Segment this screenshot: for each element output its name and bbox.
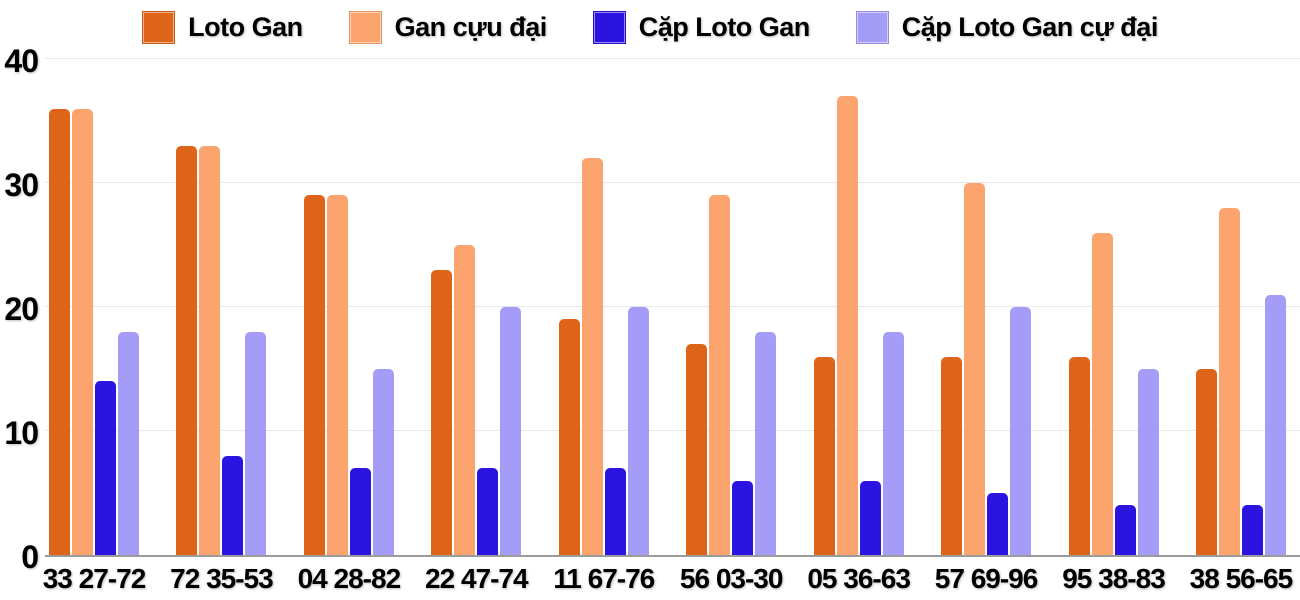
y-tick-label: 0 (21, 539, 39, 575)
bar-loto-gan[interactable] (49, 108, 70, 555)
bar-cặp-loto-gan-cự-đại[interactable] (1264, 294, 1286, 555)
bar-cặp-loto-gan[interactable] (1241, 505, 1263, 555)
bar-cặp-loto-gan-cự-đại[interactable] (882, 331, 904, 555)
bar-group: 95 38-83 (1062, 61, 1166, 593)
bar-cặp-loto-gan[interactable] (732, 480, 754, 555)
gridline (45, 430, 1300, 431)
bar-gan-cựu-đại[interactable] (581, 158, 603, 555)
x-tick-label: 11 67-76 (553, 563, 655, 594)
legend-swatch-icon (348, 10, 382, 44)
legend-swatch-icon (592, 10, 626, 44)
bar-gan-cựu-đại[interactable] (199, 145, 221, 555)
legend-label: Cặp Loto Gan (638, 11, 811, 42)
bar-cặp-loto-gan[interactable] (1114, 505, 1136, 555)
legend-label: Loto Gan (188, 11, 303, 42)
bar-cặp-loto-gan-cự-đại[interactable] (627, 307, 649, 555)
bar-cặp-loto-gan-cự-đại[interactable] (1010, 307, 1032, 555)
bar-loto-gan[interactable] (176, 145, 198, 555)
legend-label: Cặp Loto Gan cự đại (901, 11, 1159, 42)
x-tick-label: 04 28-82 (297, 563, 402, 594)
bar-group: 38 56-65 (1190, 61, 1293, 593)
x-tick-label: 57 69-96 (934, 563, 1039, 594)
plot-area: 33 27-72 72 35-53 04 28-82 22 47-74 11 67-76… (43, 58, 1300, 593)
bar-gan-cựu-đại[interactable] (836, 96, 858, 555)
legend-item-gan-cuu-dai[interactable]: Gan cựu đại (348, 10, 548, 44)
bar-loto-gan[interactable] (1068, 356, 1090, 555)
bar-cặp-loto-gan[interactable] (222, 455, 244, 555)
x-tick-label: 33 27-72 (42, 563, 147, 594)
bar-cặp-loto-gan[interactable] (349, 468, 371, 555)
x-tick-label: 22 47-74 (425, 563, 529, 594)
bar-loto-gan[interactable] (558, 319, 580, 555)
bar-gan-cựu-đại[interactable] (454, 245, 476, 555)
bar-group: 11 67-76 (553, 61, 655, 593)
bar-cặp-loto-gan-cự-đại[interactable] (755, 331, 777, 555)
bar-loto-gan[interactable] (813, 356, 835, 555)
bar-gan-cựu-đại[interactable] (709, 195, 731, 555)
bar-loto-gan[interactable] (1195, 369, 1217, 555)
x-tick-label: 05 36-63 (807, 563, 911, 594)
gridline (45, 182, 1300, 183)
x-tick-label: 56 03-30 (679, 563, 784, 594)
legend-label: Gan cựu đại (394, 11, 548, 42)
legend: Loto Gan Gan cựu đại Cặp Loto Gan Cặp Lo… (0, 6, 1300, 48)
bar-cặp-loto-gan[interactable] (859, 480, 881, 555)
bar-gan-cựu-đại[interactable] (1091, 232, 1113, 555)
bar-group: 33 27-72 (43, 61, 146, 593)
y-tick-label: 20 (4, 291, 39, 327)
bar-gan-cựu-đại[interactable] (72, 108, 93, 555)
bar-group: 22 47-74 (425, 61, 529, 593)
bar-group: 72 35-53 (170, 61, 274, 593)
legend-item-cap-loto-gan-cu-dai[interactable]: Cặp Loto Gan cự đại (855, 10, 1159, 44)
y-tick-label: 30 (4, 167, 39, 203)
legend-item-loto-gan[interactable]: Loto Gan (142, 10, 303, 44)
bar-cặp-loto-gan-cự-đại[interactable] (118, 331, 139, 555)
y-tick-label: 10 (4, 415, 39, 451)
bar-loto-gan[interactable] (941, 356, 963, 555)
y-axis: 0 10 20 30 40 (0, 45, 39, 573)
legend-item-cap-loto-gan[interactable]: Cặp Loto Gan (592, 10, 811, 44)
bar-loto-gan[interactable] (431, 269, 453, 555)
gridline (45, 306, 1300, 307)
bar-groups-container: 33 27-72 72 35-53 04 28-82 22 47-74 11 67-76… (43, 61, 1300, 593)
legend-swatch-icon (855, 10, 889, 44)
bar-group: 04 28-82 (298, 61, 401, 593)
y-tick-label: 40 (4, 43, 39, 79)
bar-group: 57 69-96 (935, 61, 1038, 593)
x-tick-label: 38 56-65 (1189, 563, 1294, 594)
bar-cặp-loto-gan[interactable] (477, 468, 499, 555)
bar-gan-cựu-đại[interactable] (326, 195, 348, 555)
legend-swatch-icon (142, 10, 176, 44)
bar-gan-cựu-đại[interactable] (964, 183, 986, 555)
bar-cặp-loto-gan[interactable] (987, 493, 1009, 555)
x-tick-label: 95 38-83 (1062, 563, 1166, 594)
bar-gan-cựu-đại[interactable] (1218, 207, 1240, 555)
bar-group: 05 36-63 (807, 61, 911, 593)
bar-loto-gan[interactable] (686, 344, 708, 555)
bar-cặp-loto-gan[interactable] (95, 381, 116, 555)
gridline (45, 58, 1300, 59)
bar-cặp-loto-gan-cự-đại[interactable] (245, 331, 267, 555)
bar-loto-gan[interactable] (303, 195, 325, 555)
bar-group: 56 03-30 (680, 61, 783, 593)
x-tick-label: 72 35-53 (170, 563, 274, 594)
bar-cặp-loto-gan-cự-đại[interactable] (1137, 369, 1159, 555)
bar-cặp-loto-gan[interactable] (604, 468, 626, 555)
bar-cặp-loto-gan-cự-đại[interactable] (372, 369, 394, 555)
bar-cặp-loto-gan-cự-đại[interactable] (500, 307, 522, 555)
